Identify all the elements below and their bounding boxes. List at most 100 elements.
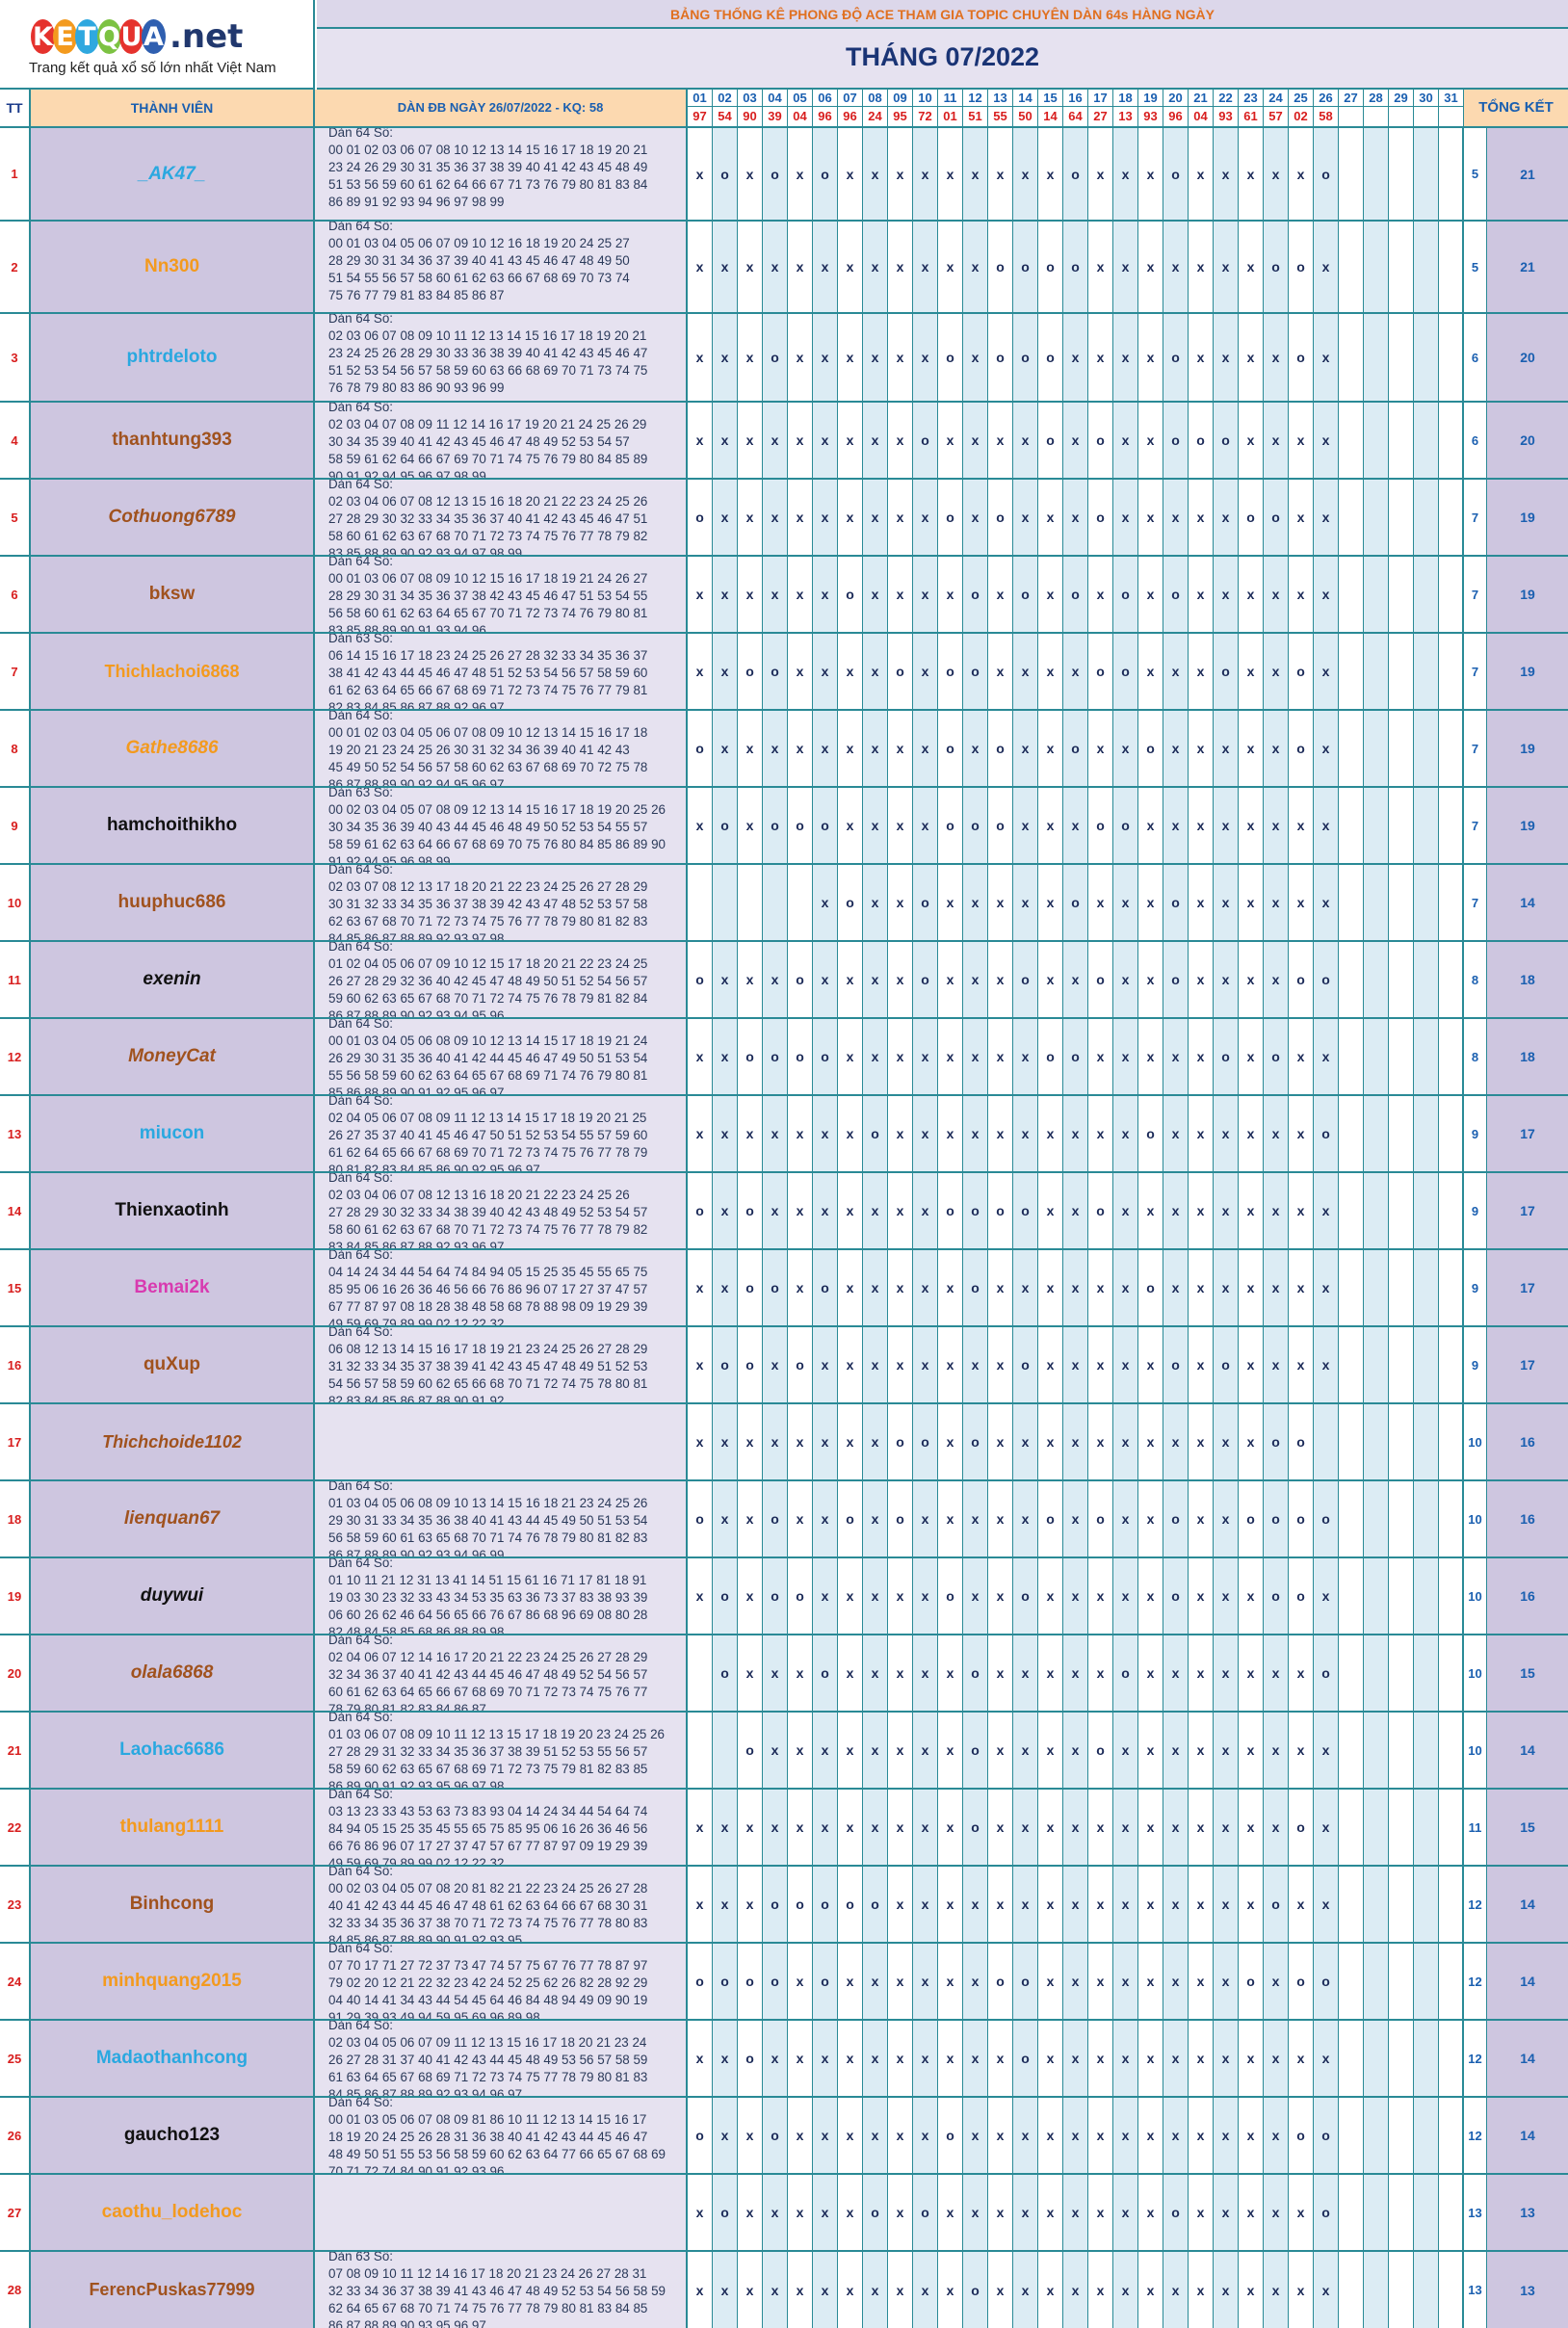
day-mark: x	[1038, 942, 1063, 1017]
day-mark: x	[788, 557, 813, 632]
member-name[interactable]: Thichlachoi6868	[31, 634, 315, 709]
table-row: 16 quXup Dàn 64 Số: 06 08 12 13 14 15 16 17…	[0, 1325, 1568, 1402]
member-name[interactable]: MoneyCat	[31, 1019, 315, 1094]
day-mark	[1364, 1944, 1389, 2019]
day-mark	[1339, 1019, 1364, 1094]
dan-line: 84 85 86 87 88 89 90 91 92 93 95	[328, 1933, 523, 1942]
member-name[interactable]: miucon	[31, 1096, 315, 1171]
member-name[interactable]: quXup	[31, 1327, 315, 1402]
day-mark: x	[963, 1096, 988, 1171]
day-mark: x	[1239, 1173, 1264, 1248]
member-name[interactable]: lienquan67	[31, 1481, 315, 1556]
member-name[interactable]: Thichchoide1102	[31, 1404, 315, 1479]
day-result	[1364, 107, 1389, 126]
day-mark	[1364, 480, 1389, 555]
day-mark: x	[1088, 1635, 1113, 1711]
member-name[interactable]: duywui	[31, 1558, 315, 1634]
day-mark: x	[1138, 1327, 1163, 1402]
member-name[interactable]: huuphuc686	[31, 865, 315, 940]
day-mark: x	[688, 1327, 713, 1402]
day-mark: x	[988, 942, 1013, 1017]
day-mark: o	[788, 1558, 813, 1634]
member-name[interactable]: thanhtung393	[31, 403, 315, 478]
day-mark: x	[1239, 1250, 1264, 1325]
day-mark: o	[1013, 2021, 1038, 2096]
member-name[interactable]: gaucho123	[31, 2098, 315, 2173]
day-mark: x	[1063, 1713, 1088, 1788]
day-mark: o	[1063, 865, 1088, 940]
member-name[interactable]: Laohac6686	[31, 1713, 315, 1788]
dan-line: 56 58 60 61 62 63 64 65 67 70 71 72 73 7…	[328, 606, 648, 620]
day-result	[1439, 107, 1464, 126]
dan-line: 91 29 39 93 49 94 59 95 69 96 89 98	[328, 2010, 540, 2019]
day-mark: o	[713, 1635, 738, 1711]
dan-line: 02 03 06 07 08 09 10 11 12 13 14 15 16 1…	[328, 328, 647, 343]
member-name[interactable]: Bemai2k	[31, 1250, 315, 1325]
day-mark: x	[1314, 314, 1339, 401]
day-mark: x	[988, 1635, 1013, 1711]
dan-numbers: Dàn 64 Số: 04 14 24 34 44 54 64 74 84 94 …	[315, 1250, 688, 1325]
day-mark: o	[788, 788, 813, 863]
dan-line: 19 03 30 23 32 33 43 34 53 35 63 36 73 3…	[328, 1590, 648, 1605]
day-mark: x	[1113, 1173, 1138, 1248]
member-name[interactable]: exenin	[31, 942, 315, 1017]
dan-numbers: Dàn 63 Số: 00 02 03 04 05 07 08 09 12 13 …	[315, 788, 688, 863]
member-name[interactable]: Gathe8686	[31, 711, 315, 786]
day-mark: o	[738, 1173, 763, 1248]
ketqua-logo[interactable]: K E T Q U A .net Trang kết quả xổ số lớn nhất …	[0, 0, 315, 90]
day-header: 12	[963, 90, 988, 107]
day-mark: o	[763, 1481, 788, 1556]
day-mark: x	[863, 865, 888, 940]
day-mark	[1414, 788, 1439, 863]
dan-line: 30 31 32 33 34 35 36 37 38 39 42 43 47 4…	[328, 897, 648, 911]
day-mark: x	[1314, 634, 1339, 709]
day-mark	[1364, 1713, 1389, 1788]
member-name[interactable]: FerencPuskas77999	[31, 2252, 315, 2328]
day-header: 02	[713, 90, 738, 107]
member-name[interactable]: Madaothanhcong	[31, 2021, 315, 2096]
member-name[interactable]: minhquang2015	[31, 1944, 315, 2019]
day-mark: o	[738, 1327, 763, 1402]
member-name[interactable]: Cothuong6789	[31, 480, 315, 555]
day-mark: x	[863, 128, 888, 220]
day-mark: x	[1063, 1481, 1088, 1556]
table-row: 10 huuphuc686 Dàn 64 Số: 02 03 07 08 12 13 …	[0, 863, 1568, 940]
member-name[interactable]: Binhcong	[31, 1867, 315, 1942]
day-mark: x	[713, 1790, 738, 1865]
day-mark: x	[988, 1867, 1013, 1942]
member-name[interactable]: caothu_lodehoc	[31, 2175, 315, 2250]
day-mark: o	[713, 128, 738, 220]
day-mark: x	[688, 1250, 713, 1325]
day-mark: x	[888, 711, 913, 786]
member-name[interactable]: thulang1111	[31, 1790, 315, 1865]
member-name[interactable]: Nn300	[31, 222, 315, 312]
day-header: 08	[863, 90, 888, 107]
member-name[interactable]: hamchoithikho	[31, 788, 315, 863]
day-result: 55	[988, 107, 1013, 126]
day-mark: x	[1214, 1481, 1239, 1556]
dan-line: 00 02 03 04 05 07 08 20 81 82 21 22 23 2…	[328, 1881, 648, 1896]
day-mark: o	[713, 788, 738, 863]
day-mark: o	[1088, 403, 1113, 478]
member-name[interactable]: Thienxaotinh	[31, 1173, 315, 1248]
day-mark: x	[863, 2252, 888, 2328]
dan-line: 32 33 34 35 36 37 38 70 71 72 73 74 75 7…	[328, 1916, 648, 1930]
member-name[interactable]: _AK47_	[31, 128, 315, 220]
member-name[interactable]: phtrdeloto	[31, 314, 315, 401]
day-mark: x	[813, 634, 838, 709]
day-mark	[788, 865, 813, 940]
day-mark: x	[1264, 1790, 1289, 1865]
day-mark: x	[1314, 711, 1339, 786]
day-mark: x	[1063, 1250, 1088, 1325]
day-mark: x	[1113, 711, 1138, 786]
day-mark	[1339, 865, 1364, 940]
day-mark: x	[1289, 788, 1314, 863]
dan-line: 27 28 29 30 32 33 34 38 39 40 42 43 48 4…	[328, 1205, 648, 1219]
dan-line: 30 34 35 39 40 41 42 43 45 46 47 48 49 5…	[328, 434, 630, 449]
table-row: 21 Laohac6686 Dàn 64 Số: 01 03 06 07 08 09 …	[0, 1711, 1568, 1788]
day-mark: o	[1063, 557, 1088, 632]
member-name[interactable]: bksw	[31, 557, 315, 632]
table-row: 26 gaucho123 Dàn 64 Số: 00 01 03 05 06 07 0…	[0, 2096, 1568, 2173]
member-name[interactable]: olala6868	[31, 1635, 315, 1711]
day-mark: x	[963, 1327, 988, 1402]
